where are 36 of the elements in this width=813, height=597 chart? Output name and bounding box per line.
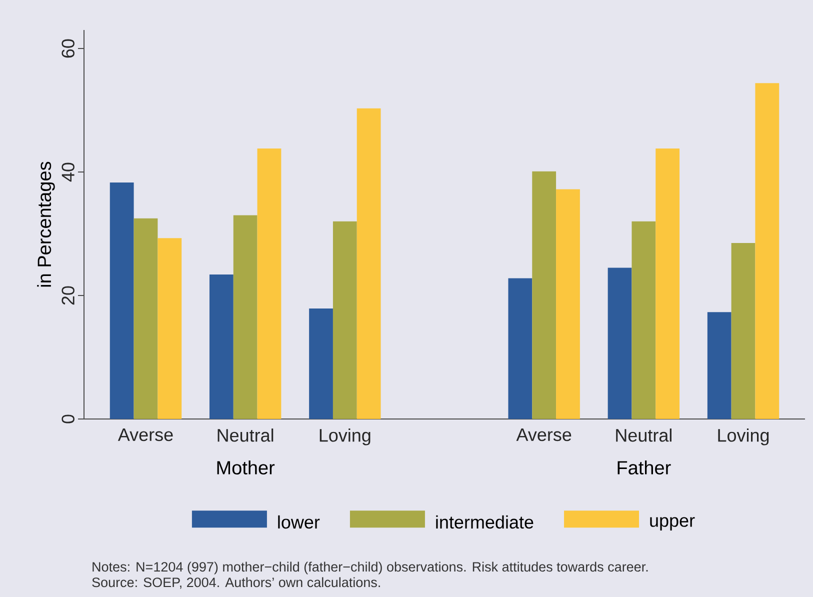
bar (608, 268, 632, 419)
bar (309, 308, 333, 419)
legend-label: upper (650, 517, 695, 530)
bar (134, 218, 158, 419)
y-tick-label: 40 (62, 162, 74, 182)
bar (257, 148, 282, 419)
x-tick-label: Loving (320, 428, 370, 446)
bar (110, 182, 134, 419)
bar (532, 171, 556, 419)
x-tick-label: Neutral (616, 428, 672, 442)
bar (755, 83, 780, 419)
x-tick-label: Averse (516, 428, 572, 442)
y-axis-title: in Percentages (37, 162, 55, 287)
y-tick-label: 60 (62, 39, 74, 58)
y-tick-label: 0 (62, 414, 74, 424)
bar (209, 274, 234, 419)
bar (233, 215, 258, 419)
legend-label: intermediate (436, 515, 534, 529)
source-note: Source: SOEP, 2004. Authors’ own calculations. (92, 577, 380, 589)
bar (556, 189, 580, 419)
x-tick-label: Neutral (218, 428, 274, 442)
text: Mother (217, 460, 275, 474)
legend-label: lower (278, 515, 320, 529)
x-tick-label: Averse (118, 428, 173, 442)
bar (332, 221, 357, 419)
text: Notes: N=1204 (997) mother−child (father−child) observations. Risk attitudes towards career. (92, 562, 648, 574)
bar (158, 238, 182, 419)
bar (356, 108, 381, 419)
bar (632, 221, 656, 419)
bar (707, 312, 732, 419)
bar (656, 148, 680, 419)
text: Father (618, 460, 671, 474)
x-tick-label: Loving (718, 428, 769, 446)
bar (508, 278, 532, 419)
y-tick-label: 20 (62, 286, 74, 305)
bar (731, 243, 756, 419)
